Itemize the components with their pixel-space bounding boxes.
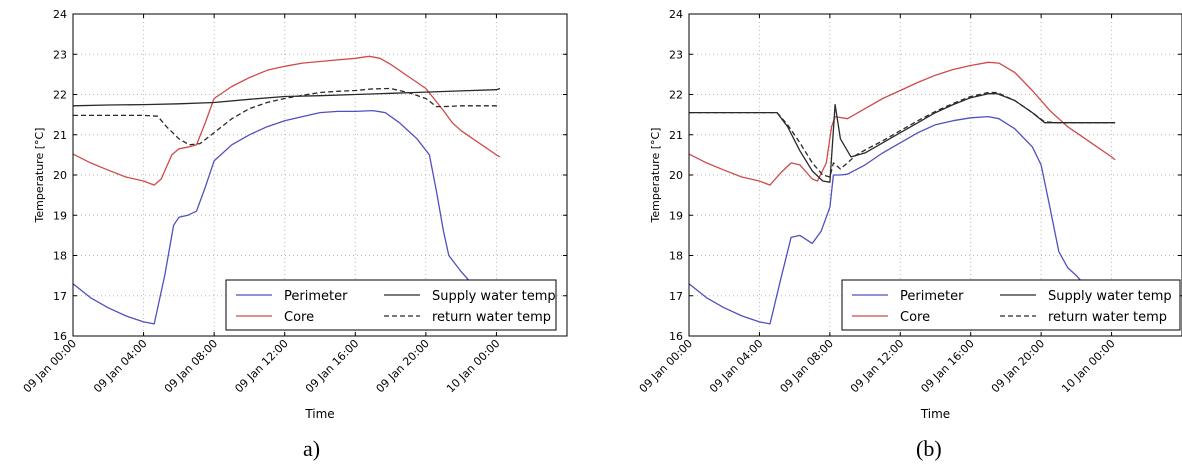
x-tick-label: 09 Jan 00:00 [21,337,79,395]
y-tick-label: 19 [669,209,683,222]
series-line-supply-water-temp [689,93,1116,183]
y-axis-label: Temperature [°C] [649,128,662,224]
legend-label: Perimeter [284,289,348,304]
y-tick-label: 16 [53,330,67,343]
x-tick-label: 09 Jan 20:00 [374,337,432,395]
caption-b: (b) [916,436,942,461]
y-tick-label: 22 [53,89,67,102]
legend-label: return water temp [432,310,551,325]
y-tick-label: 20 [669,169,683,182]
y-tick-label: 20 [53,169,67,182]
y-tick-label: 17 [53,290,67,303]
y-tick-label: 21 [53,129,67,142]
chart-panel-a: 16 17 18 19 20 21 22 23 24 09 Jan 00:00 09 Jan 04:… [21,8,568,421]
legend-label: Supply water temp [1048,289,1172,304]
series-line-return-water-temp [73,87,500,146]
legend-label: Core [900,310,930,325]
y-tick-label: 23 [669,48,683,61]
legend: Perimeter Core Supply water temp return wat… [841,279,1181,331]
x-tick-label: 09 Jan 16:00 [303,337,361,395]
x-axis-label: Time [920,407,950,421]
legend-box [841,279,1181,331]
series-line-core [688,61,1116,186]
x-tick-label: 09 Jan 04:00 [91,337,149,395]
y-tick-label: 23 [53,48,67,61]
legend-label: Perimeter [900,289,964,304]
y-tick-label: 18 [669,250,683,263]
x-tick-label: 09 Jan 12:00 [848,337,906,395]
y-tick-label: 21 [669,129,683,142]
y-tick-label: 24 [53,8,67,21]
legend-label: Core [284,310,314,325]
x-tick-label: 09 Jan 04:00 [707,337,765,395]
x-axis-label: Time [304,407,334,421]
series-line-return-water-temp [689,91,1116,178]
y-tick-label: 18 [53,250,67,263]
x-tick-label: 09 Jan 08:00 [778,337,836,395]
y-tick-label: 17 [669,290,683,303]
x-tick-label: 09 Jan 20:00 [989,337,1047,395]
x-tick-label: 10 Jan 00:00 [1059,337,1117,395]
y-tick-label: 19 [53,209,67,222]
y-tick-label: 22 [669,89,683,102]
legend-label: return water temp [1048,310,1167,325]
legend-box [225,279,557,331]
y-axis-label: Temperature [°C] [33,128,46,224]
x-tick-label: 09 Jan 12:00 [232,337,290,395]
legend-label: Supply water temp [432,289,556,304]
series-line-perimeter [688,115,1116,325]
chart-panel-b: 16 17 18 19 20 21 22 23 24 09 Jan 00:00 09 Jan 04:… [637,8,1182,421]
y-tick-label: 16 [669,330,683,343]
series-line-supply-water-temp [72,87,501,107]
caption-a: a) [303,436,321,461]
x-tick-label: 09 Jan 08:00 [162,337,220,395]
x-tick-label: 10 Jan 00:00 [444,337,502,395]
series-line-perimeter [72,109,501,325]
x-tick-label: 09 Jan 00:00 [637,337,695,395]
x-tick-label: 09 Jan 16:00 [918,337,976,395]
y-tick-label: 24 [669,8,683,21]
legend: Perimeter Core Supply water temp return wat… [225,279,557,331]
